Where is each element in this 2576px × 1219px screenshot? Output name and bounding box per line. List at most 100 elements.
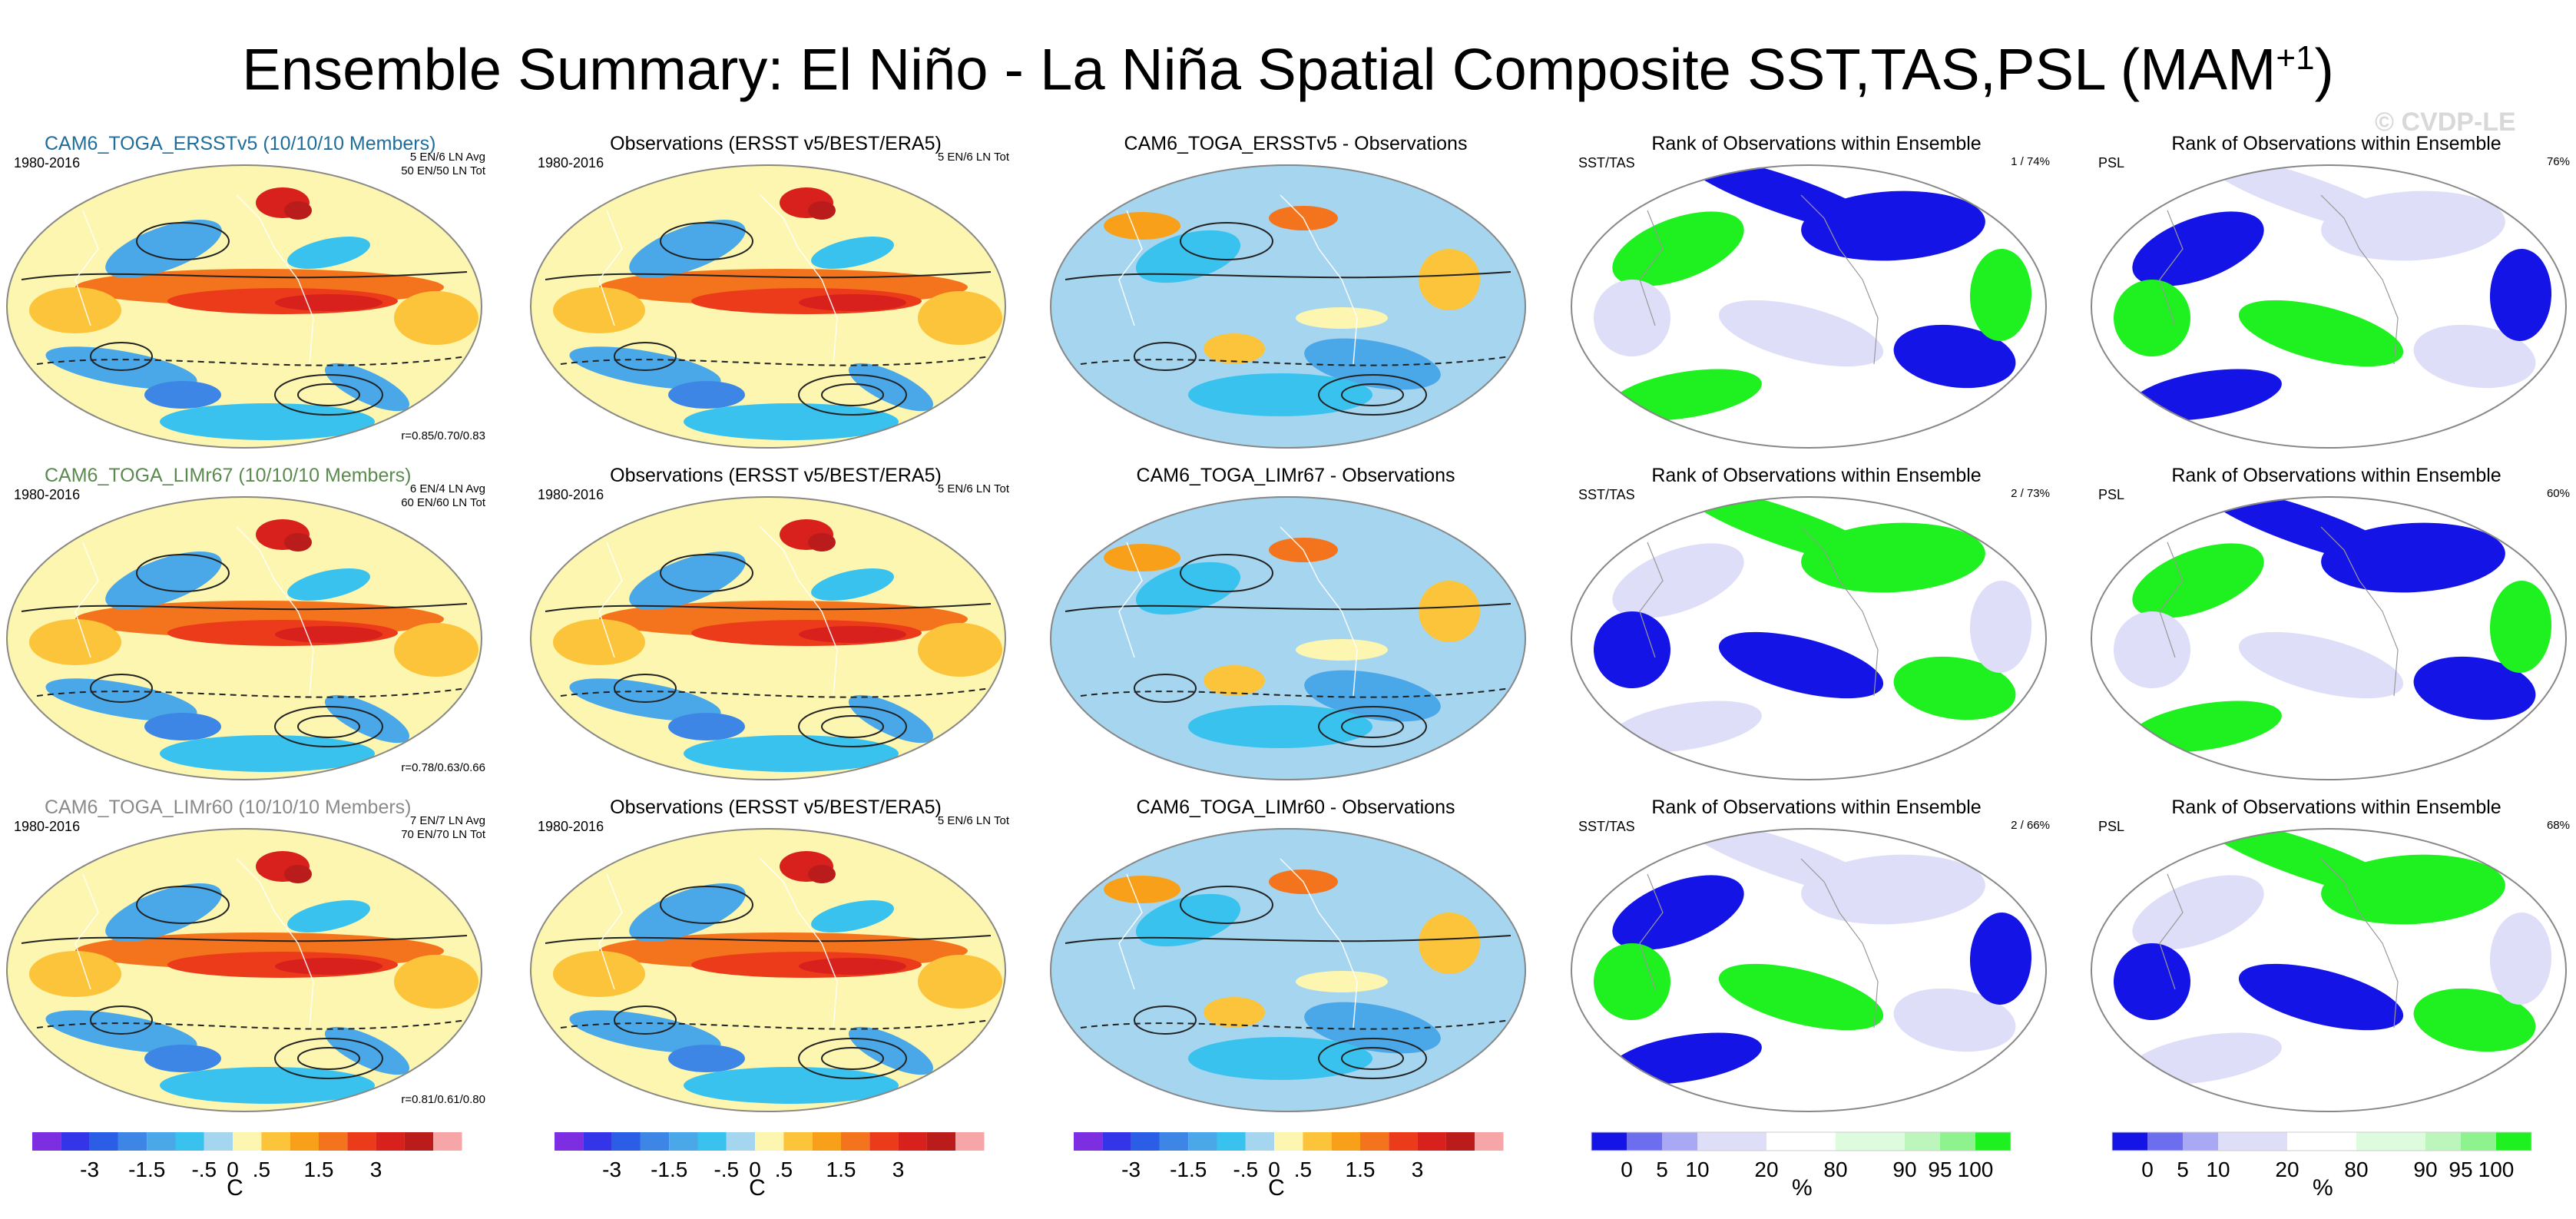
psl-contours <box>21 886 468 1079</box>
colorbar-swatch <box>2112 1132 2147 1151</box>
map-svg <box>6 164 482 449</box>
south-cool-core <box>144 1045 221 1072</box>
colorbar-swatch <box>404 1132 434 1151</box>
psl-contour <box>274 374 383 416</box>
panel-label-right-2: 50 EN/50 LN Tot <box>401 164 485 177</box>
diff-warm-4 <box>1296 307 1388 329</box>
panel-label-left: 1980-2016 <box>538 819 604 834</box>
psl-contour <box>1341 715 1404 738</box>
coastline-asia <box>74 873 99 990</box>
colorbar-tick-label: -.5 <box>191 1158 217 1181</box>
colorbar-tick-label: 3 <box>892 1158 905 1181</box>
nino-max <box>799 294 906 311</box>
colorbar-swatch <box>204 1132 233 1151</box>
panel-label-right: 7 EN/7 LN Avg <box>409 814 485 827</box>
psl-contour-dashed <box>560 356 992 366</box>
psl-contours <box>545 222 992 416</box>
colorbar-tick-label: -1.5 <box>128 1158 165 1181</box>
map-svg <box>2091 164 2567 449</box>
colorbar-tick-label: 0 <box>1621 1158 1633 1181</box>
southern-ocean-cool <box>684 1067 899 1104</box>
colorbar-svg: -3 -1.5 -.5 0 .5 1.5 3 <box>32 1132 462 1181</box>
colorbar-tick-label: 100 <box>2478 1158 2515 1181</box>
rank-region <box>1684 496 1888 567</box>
map-outline <box>1050 164 1526 449</box>
alaska-max <box>808 865 836 883</box>
psl-contour <box>297 1047 360 1070</box>
south-pacific-cool <box>45 678 197 721</box>
rank-region <box>1610 701 1762 753</box>
map-outline <box>1571 164 2047 449</box>
rank-region <box>1969 913 2032 1005</box>
map-panel: Observations (ERSST v5/BEST/ERA5) 1980-20… <box>530 464 1021 787</box>
coastlines <box>1118 858 1358 1029</box>
colorbar-swatch <box>1836 1132 1905 1151</box>
coastline-americas <box>760 858 838 1029</box>
panel-label-right: 5 EN/6 LN Avg <box>409 151 485 164</box>
rank-region <box>2204 496 2408 567</box>
coastline-asia <box>2159 873 2184 990</box>
nino-max <box>275 294 382 311</box>
rank-region <box>2238 300 2404 367</box>
map-field <box>2091 496 2567 780</box>
map-panel: Rank of Observations within Ensemble PSL 6… <box>2091 464 2576 787</box>
map-panel: Rank of Observations within Ensemble SST/… <box>1571 464 2062 787</box>
colorbar-swatch <box>1245 1132 1275 1151</box>
psl-contour <box>274 706 383 747</box>
map-field <box>1571 164 2047 449</box>
psl-contour <box>297 715 360 738</box>
colorbar-tick-label: -1.5 <box>1170 1158 1207 1181</box>
colorbar-swatch <box>2461 1132 2496 1151</box>
panel-title: Rank of Observations within Ensemble <box>1651 465 1982 486</box>
colorbar-swatch <box>319 1132 348 1151</box>
map-svg <box>6 496 482 780</box>
coastline-americas <box>760 526 838 697</box>
rank-region <box>2489 913 2552 1005</box>
south-pacific-cool <box>569 346 721 389</box>
figure-title-superscript: +1 <box>2276 39 2315 77</box>
psl-contour <box>821 1047 884 1070</box>
psl-contour <box>614 1005 677 1035</box>
colorbar-swatch <box>118 1132 147 1151</box>
psl-contour <box>136 554 230 592</box>
map-svg <box>530 828 1006 1112</box>
colorbar-swatch <box>1766 1132 1836 1151</box>
rank-region <box>1893 656 2016 720</box>
psl-contour-dashed <box>36 687 468 698</box>
rank-region <box>2238 963 2404 1031</box>
psl-contour <box>1318 374 1427 416</box>
south-pacific-cool <box>569 1010 721 1053</box>
psl-contour <box>1134 674 1197 703</box>
diff-warm-5 <box>1204 997 1265 1028</box>
map-panel: CAM6_TOGA_LIMr60 - Observations <box>1050 796 1541 1118</box>
psl-contour-line <box>545 935 992 944</box>
coastline-americas <box>1800 858 1879 1029</box>
coastlines <box>1639 526 1879 697</box>
colorbar-swatch <box>376 1132 405 1151</box>
panel-label-right: 5 EN/6 LN Tot <box>937 151 1009 164</box>
panel-label-right-group: 5 EN/6 LN Tot <box>938 151 1009 164</box>
map-field <box>1571 828 2047 1112</box>
panel-title: CAM6_TOGA_ERSSTv5 - Observations <box>1124 133 1468 154</box>
psl-contour-line <box>21 603 468 612</box>
map-outline <box>1571 496 2047 780</box>
colorbar-swatch <box>669 1132 698 1151</box>
colorbar-swatch <box>611 1132 641 1151</box>
rank-region <box>1594 280 1670 356</box>
maritime-warm <box>553 287 645 333</box>
north-pacific-cool <box>105 552 222 610</box>
coastline-americas <box>2320 194 2399 365</box>
colorbar-svg: -3 -1.5 -.5 0 .5 1.5 3 <box>555 1132 985 1181</box>
map-outline <box>2091 496 2567 780</box>
coastline-asia <box>1639 210 1664 326</box>
colorbar-svg: 0 5 10 20 80 90 95 100 <box>2111 1131 2532 1181</box>
colorbar-swatch <box>898 1132 927 1151</box>
psl-contour <box>90 1005 153 1035</box>
map-outline <box>530 828 1006 1112</box>
coastline-americas <box>1800 526 1879 697</box>
colorbar-tick-label: 0 <box>1268 1158 1280 1181</box>
colorbar-swatch <box>2183 1132 2218 1151</box>
southern-ocean-cool <box>684 403 899 440</box>
colorbar-swatch <box>2287 1132 2356 1151</box>
map-outline <box>2091 828 2567 1112</box>
